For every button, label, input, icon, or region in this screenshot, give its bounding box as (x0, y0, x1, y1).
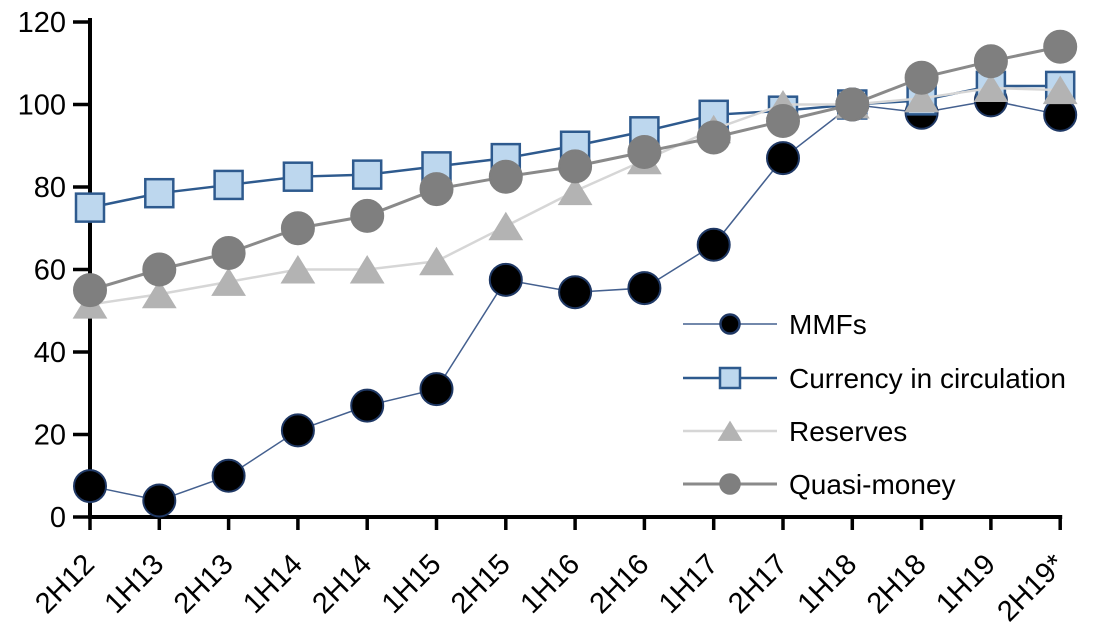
y-tick-label: 100 (18, 90, 66, 122)
x-tick-label-1h17: 1H17 (653, 548, 725, 620)
data-point-reserves-2h15 (488, 211, 524, 241)
legend-label-quasi-money: Quasi-money (789, 469, 956, 500)
data-point-reserves-2h14 (349, 255, 385, 284)
data-point-quasi-money-1h19 (973, 44, 1008, 79)
legend-item-currency-in-circulation: Currency in circulation (683, 363, 1066, 394)
data-point-mmfs-2h17 (766, 141, 800, 176)
data-point-mmfs-2h14 (350, 388, 385, 423)
legend-marker-currency-in-circulation (718, 366, 742, 390)
x-tick-label-2h19: 2H19* (992, 548, 1072, 628)
data-point-quasi-money-1h16 (558, 149, 593, 184)
legend-label-mmfs: MMFs (789, 309, 867, 340)
data-point-quasi-money-2h14 (350, 198, 385, 233)
y-tick-label: 40 (34, 337, 66, 369)
data-point-quasi-money-2h18 (904, 60, 939, 95)
y-tick-label: 20 (34, 420, 66, 452)
y-tick-label: 120 (18, 7, 66, 39)
x-tick-label-2h12: 2H12 (29, 548, 101, 620)
data-point-reserves-2h19 (1042, 75, 1078, 105)
data-point-quasi-money-2h12 (73, 273, 107, 308)
series-quasi-money (73, 29, 1078, 308)
x-tick-label-1h15: 1H15 (376, 548, 448, 620)
data-point-quasi-money-1h15 (419, 172, 454, 207)
x-tick-label-2h13: 2H13 (168, 548, 240, 620)
data-point-quasi-money-2h13 (211, 236, 246, 270)
x-tick-label-2h16: 2H16 (584, 548, 656, 620)
data-point-mmfs-2h13 (211, 458, 246, 493)
data-point-quasi-money-2h17 (766, 104, 800, 138)
data-point-reserves-1h13 (141, 279, 177, 309)
data-point-reserves-2h18 (904, 83, 939, 113)
data-point-reserves-1h15 (419, 246, 454, 276)
data-point-currency-in-circulation-2h14 (351, 159, 383, 190)
data-point-quasi-money-1h17 (696, 120, 731, 155)
data-point-quasi-money-2h16 (627, 134, 662, 169)
y-tick-label: 60 (34, 255, 66, 287)
data-point-currency-in-circulation-2h12 (74, 192, 106, 223)
x-tick-label-2h15: 2H15 (445, 548, 517, 620)
data-point-mmfs-1h17 (696, 227, 731, 262)
x-tick-label-2h18: 2H18 (861, 548, 933, 620)
data-point-reserves-1h19 (973, 73, 1009, 103)
data-point-reserves-1h16 (557, 176, 593, 206)
data-point-mmfs-1h15 (419, 372, 454, 407)
y-tick-label: 80 (34, 172, 66, 204)
x-tick-label-1h19: 1H19 (930, 548, 1002, 620)
legend-item-mmfs: MMFs (683, 309, 867, 340)
data-point-mmfs-2h12 (73, 469, 107, 504)
data-point-reserves-2h13 (211, 267, 246, 296)
legend-item-reserves: Reserves (683, 416, 907, 447)
legend-label-reserves: Reserves (789, 416, 907, 447)
data-point-mmfs-2h16 (627, 271, 662, 306)
data-point-mmfs-2h15 (488, 262, 523, 297)
data-point-quasi-money-1h13 (142, 252, 177, 287)
data-point-quasi-money-2h15 (488, 159, 523, 194)
data-point-currency-in-circulation-1h14 (282, 161, 314, 192)
x-tick-label-1h13: 1H13 (99, 548, 171, 620)
x-tick-label-2h17: 2H17 (722, 548, 794, 620)
data-point-currency-in-circulation-2h13 (213, 169, 244, 201)
legend-item-quasi-money: Quasi-money (683, 469, 956, 500)
legend: MMFs Currency in circulation Reserves Quasi… (683, 309, 1066, 500)
x-tick-label-1h16: 1H16 (514, 548, 586, 620)
x-tick-label-1h18: 1H18 (792, 548, 864, 620)
legend-marker-reserves (717, 420, 743, 441)
data-point-currency-in-circulation-1h13 (144, 177, 175, 209)
x-tick-label-2h14: 2H14 (306, 548, 378, 620)
legend-label-currency-in-circulation: Currency in circulation (789, 363, 1066, 394)
data-point-mmfs-1h14 (280, 413, 315, 448)
data-point-quasi-money-1h18 (835, 87, 870, 122)
legend-marker-quasi-money (719, 473, 741, 495)
data-point-mmfs-1h16 (558, 275, 593, 310)
data-point-mmfs-1h13 (142, 483, 177, 518)
x-tick-label-1h14: 1H14 (237, 548, 309, 620)
data-point-quasi-money-2h19 (1043, 29, 1078, 64)
y-tick-label: 0 (50, 502, 66, 534)
data-point-reserves-1h14 (280, 255, 316, 284)
data-point-quasi-money-1h14 (280, 211, 315, 246)
legend-marker-mmfs (719, 313, 741, 335)
